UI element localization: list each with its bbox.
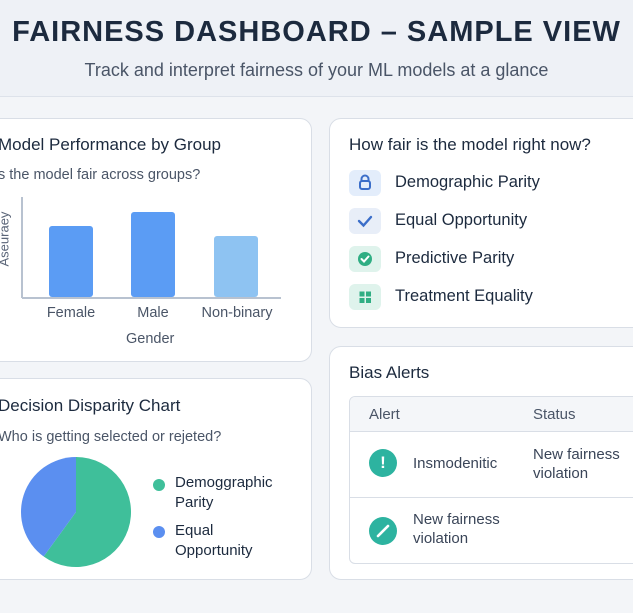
alert-name: Insmodenitic	[413, 455, 498, 472]
category-label-male: Male	[137, 305, 169, 321]
metric-label: Demographic Parity	[395, 173, 540, 191]
disparity-title: Decision Disparity Chart	[0, 396, 181, 415]
metric-label: Predictive Parity	[395, 249, 515, 267]
page-header: FAIRNESS DASHBOARD – SAMPLE VIEW Track a…	[0, 0, 633, 97]
legend-label-equal-opportunity: Equal Opportunity	[175, 522, 253, 559]
row-divider	[350, 497, 633, 498]
category-label-female: Female	[46, 305, 96, 321]
disparity-pie-chart	[21, 457, 131, 567]
legend-label-demographic: Demoggraphic Parity	[175, 474, 273, 511]
table-row[interactable]: New fairness violation	[350, 498, 633, 563]
check-circle-icon	[349, 246, 381, 272]
alert-status: New fairness violation	[533, 446, 620, 482]
pie-slice-demoggraphic-parity	[43, 457, 131, 567]
bias-alerts-title: Bias Alerts	[349, 363, 430, 382]
metric-label: Treatment Equality	[395, 287, 533, 305]
column-header-alert: Alert	[369, 406, 400, 423]
legend-dot-equal-opportunity	[153, 526, 165, 538]
legend-dot-demographic	[153, 479, 165, 491]
exclamation-icon: !	[369, 449, 397, 477]
page-subtitle: Track and interpret fairness of your ML …	[84, 60, 549, 80]
alerts-table: Alert Status ! Insmodenitic New fairness…	[349, 396, 633, 564]
bar-female	[49, 226, 93, 297]
metric-label: Equal Opportunity	[395, 211, 528, 229]
pie-slice-equal-opportunity	[21, 457, 76, 557]
performance-subtitle: s the model fair across groups?	[0, 167, 201, 183]
check-icon	[349, 208, 381, 234]
alert-name: New fairness violation	[413, 511, 500, 547]
performance-title: Model Performance by Group	[0, 135, 221, 154]
page-title: FAIRNESS DASHBOARD – SAMPLE VIEW	[12, 16, 621, 48]
fairness-status-title: How fair is the model right now?	[349, 135, 591, 154]
table-row[interactable]: ! Insmodenitic New fairness violation	[350, 433, 633, 497]
alerts-table-header: Alert Status	[350, 397, 633, 432]
column-header-status: Status	[533, 406, 576, 423]
y-axis-label: Aseuraey	[0, 211, 12, 267]
bar-male	[131, 212, 175, 297]
disparity-subtitle: Who is getting selected or rejeted?	[0, 429, 222, 445]
x-axis-label: Gender	[126, 331, 175, 347]
lock-icon	[349, 170, 381, 196]
bar-non-binary	[214, 236, 258, 297]
slash-icon	[369, 517, 397, 545]
grid-icon	[349, 284, 381, 310]
category-label-non-binary: Non-binary	[201, 305, 273, 321]
